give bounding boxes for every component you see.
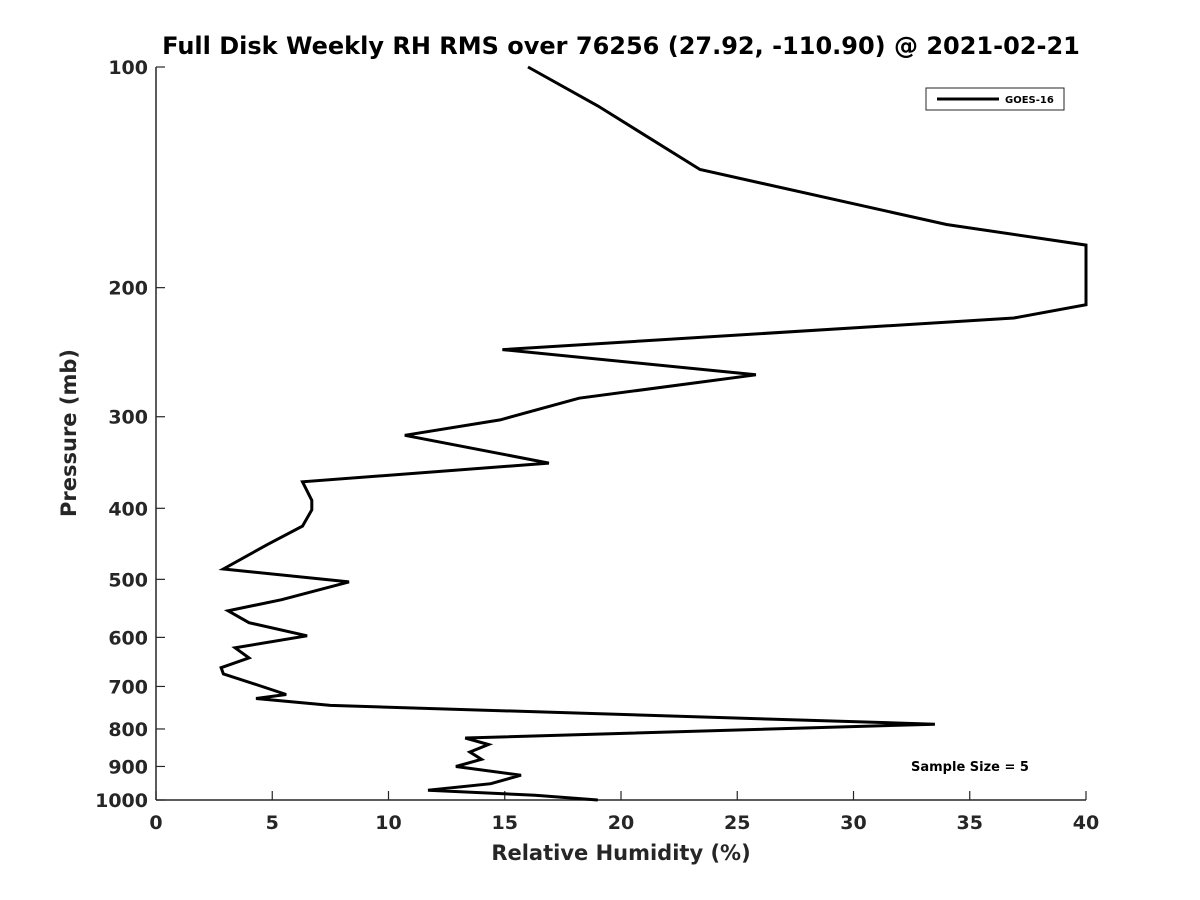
x-tick-label: 35 [957, 812, 983, 834]
y-ticks: 100 200 300 400 500 600 700 800 900 1000 [95, 57, 165, 812]
x-axis-label: Relative Humidity (%) [491, 841, 750, 865]
plot-area: 0 5 10 15 20 25 30 35 40 100 200 300 400 500 600 700 80… [95, 57, 1099, 834]
x-tick-label: 25 [724, 812, 750, 834]
legend-label-goes-16: GOES-16 [1005, 95, 1054, 106]
y-tick-label: 800 [108, 719, 148, 741]
sample-size-annotation: Sample Size = 5 [911, 760, 1029, 775]
y-tick-label: 400 [108, 498, 148, 520]
x-tick-label: 40 [1073, 812, 1099, 834]
y-tick-label: 500 [108, 569, 148, 591]
x-ticks: 0 5 10 15 20 25 30 35 40 [149, 791, 1099, 834]
x-tick-label: 0 [149, 812, 162, 834]
y-tick-label: 300 [108, 407, 148, 429]
y-axis-label: Pressure (mb) [57, 349, 81, 517]
y-tick-label: 200 [108, 278, 148, 300]
x-tick-label: 20 [608, 812, 634, 834]
x-tick-label: 15 [492, 812, 518, 834]
x-tick-label: 10 [375, 812, 401, 834]
series-line-goes-16 [218, 65, 1088, 802]
legend: GOES-16 [925, 87, 1065, 111]
y-tick-label: 900 [108, 756, 148, 778]
y-tick-label: 700 [108, 676, 148, 698]
y-tick-label: 100 [108, 57, 148, 79]
x-tick-label: 5 [266, 812, 279, 834]
x-tick-label: 30 [840, 812, 866, 834]
y-tick-label: 600 [108, 627, 148, 649]
y-tick-label: 1000 [95, 790, 148, 812]
chart-title: Full Disk Weekly RH RMS over 76256 (27.9… [162, 32, 1080, 60]
